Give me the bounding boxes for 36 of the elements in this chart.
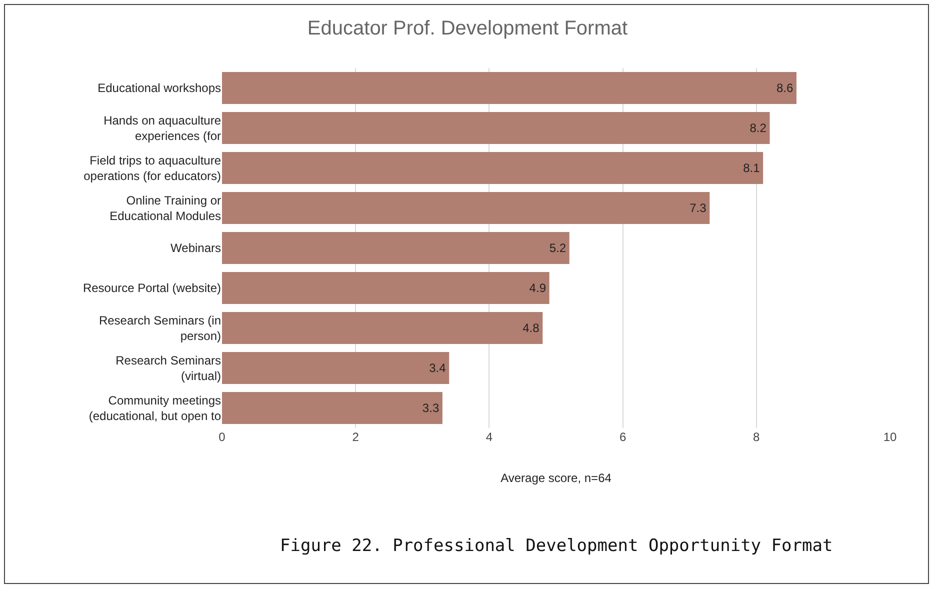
data-label: 4.8 [522,321,540,335]
bar [222,112,770,144]
x-tick-label: 6 [619,430,626,444]
y-tick-label: Educational workshops [98,81,221,96]
y-tick-label: Online Training or Educational Modules [110,193,221,223]
x-tick-label: 10 [883,430,897,444]
y-tick-label: Research Seminars (in person) [98,313,222,343]
bar [222,232,570,264]
x-tick-label: 0 [218,430,226,444]
bar [222,312,543,344]
data-label: 8.2 [750,121,767,135]
x-tick-label: 8 [753,430,760,444]
data-label: 3.3 [422,401,440,415]
data-label: 4.9 [529,281,546,295]
bar [222,392,442,424]
bar [222,352,450,384]
x-axis-title: Average score, n=64 [500,470,612,485]
x-tick-label: 4 [486,430,493,444]
y-tick-label: Resource Portal (website) [82,281,221,296]
chart-title: Educator Prof. Development Format [307,18,628,40]
x-tick-label: 2 [352,430,360,444]
y-tick-label: Research Seminars (virtual) [116,353,221,383]
y-tick-label: Community meetings (educational, but open to [88,393,222,423]
data-label: 8.1 [743,161,760,175]
bar [222,152,764,184]
y-tick-label: Webinars [170,241,221,256]
bar [222,72,796,104]
caption: Figure 22. Professional Development Opportunity Format [280,536,833,556]
y-tick-label: Hands on aquaculture experiences (for [104,113,222,143]
bar [222,272,550,304]
data-label: 7.3 [690,201,707,215]
y-tick-label: Field trips to aquaculture operations (for educators) [84,153,222,183]
data-label: 5.2 [549,241,566,255]
data-label: 3.4 [429,361,446,375]
data-label: 8.6 [776,81,794,95]
bar [222,192,710,224]
